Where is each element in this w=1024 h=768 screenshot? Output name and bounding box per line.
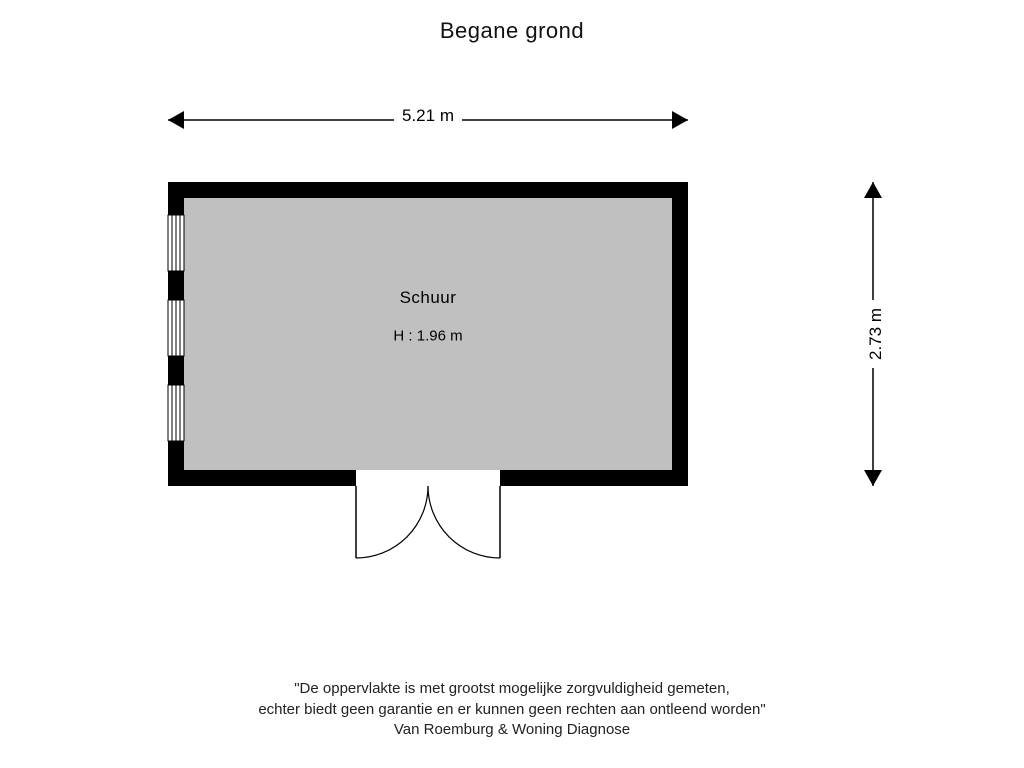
footer-line2: echter biedt geen garantie en er kunnen … xyxy=(258,701,765,718)
footer-line1: "De oppervlakte is met grootst mogelijke… xyxy=(294,680,730,697)
dim-width-label: 5.21 m xyxy=(394,106,462,126)
dim-height-label: 2.73 m xyxy=(866,300,886,368)
floorplan-svg xyxy=(0,0,1024,768)
room-height-label: H : 1.96 m xyxy=(393,328,462,345)
room-label: Schuur xyxy=(400,288,457,308)
footer-disclaimer: "De oppervlakte is met grootst mogelijke… xyxy=(0,679,1024,740)
footer-company: Van Roemburg & Woning Diagnose xyxy=(0,720,1024,740)
floorplan-canvas: Begane grond 5.21 m 2.73 m Schuur H : 1.… xyxy=(0,0,1024,768)
